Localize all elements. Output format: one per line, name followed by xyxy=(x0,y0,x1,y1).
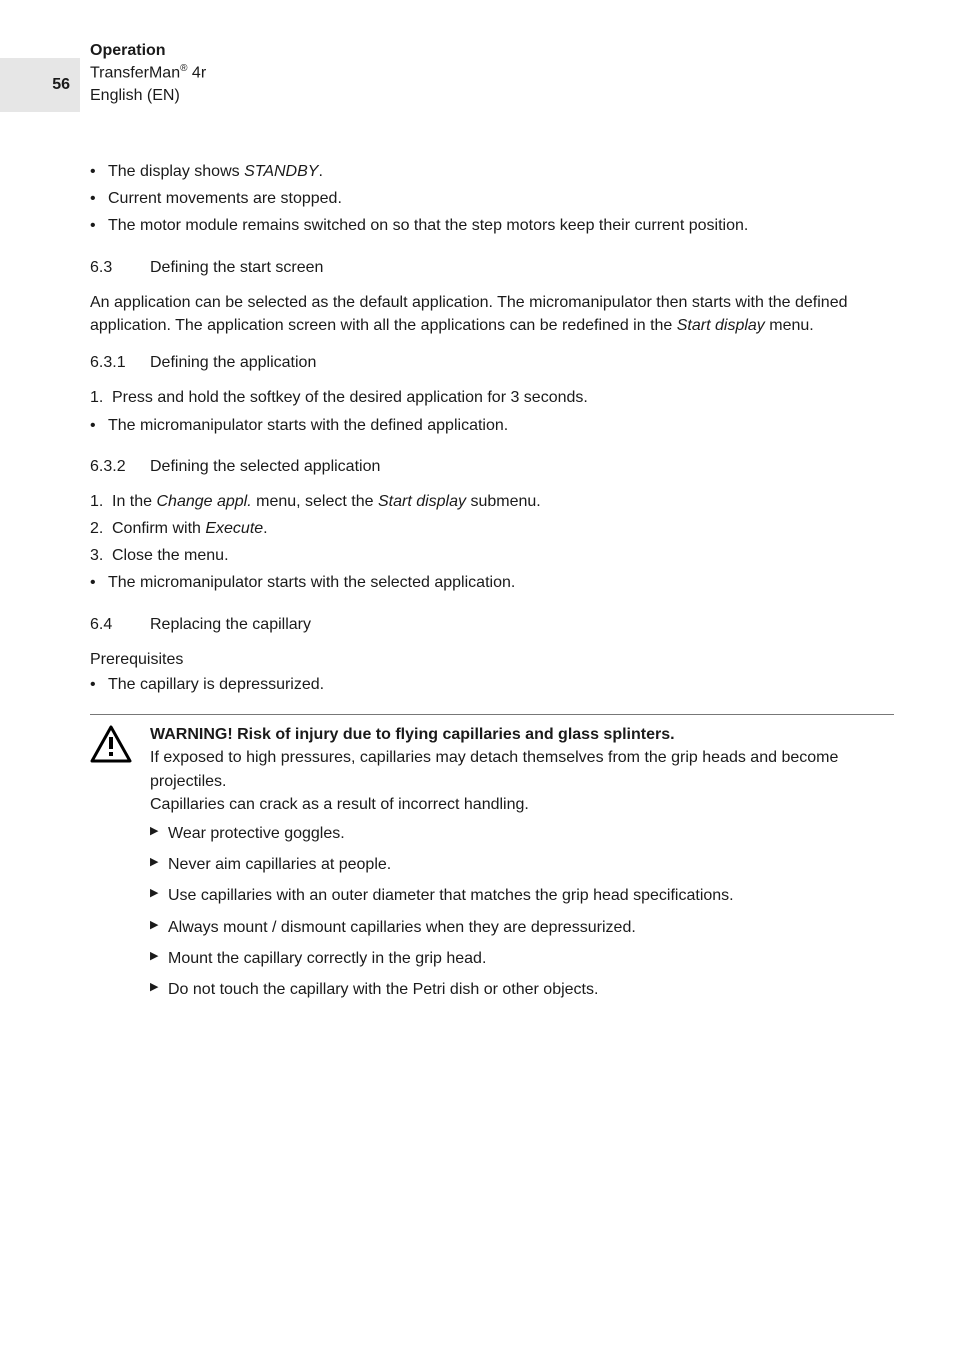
text: Always mount / dismount capillaries when… xyxy=(168,919,636,936)
section-title: Defining the application xyxy=(150,351,316,374)
step-number: 1. xyxy=(90,386,103,409)
section-title: Replacing the capillary xyxy=(150,613,311,636)
section-heading-6-3-2: 6.3.2 Defining the selected application xyxy=(90,455,894,478)
list-item: The micromanipulator starts with the def… xyxy=(90,414,894,437)
text-italic: STANDBY xyxy=(244,163,318,180)
text: The capillary is depressurized. xyxy=(108,676,324,693)
result-list: The micromanipulator starts with the sel… xyxy=(90,571,894,594)
text: Use capillaries with an outer diameter t… xyxy=(168,887,734,904)
section-number: 6.3 xyxy=(90,256,150,279)
text: Confirm with xyxy=(112,520,205,537)
text: Close the menu. xyxy=(112,547,229,564)
text: The micromanipulator starts with the sel… xyxy=(108,574,515,591)
section-title: Defining the selected application xyxy=(150,455,380,478)
list-item: 2. Confirm with Execute. xyxy=(90,517,894,540)
content: The display shows STANDBY. Current movem… xyxy=(0,112,894,1009)
list-item: The motor module remains switched on so … xyxy=(90,214,894,237)
section-number: 6.3.1 xyxy=(90,351,150,374)
warning-list: Wear protective goggles. Never aim capil… xyxy=(150,822,894,1001)
warning-line: If exposed to high pressures, capillarie… xyxy=(150,746,894,792)
list-item: Always mount / dismount capillaries when… xyxy=(150,916,894,939)
text: menu. xyxy=(765,317,814,334)
text: The motor module remains switched on so … xyxy=(108,217,748,234)
prerequisites-list: The capillary is depressurized. xyxy=(90,673,894,696)
warning-line: Capillaries can crack as a result of inc… xyxy=(150,793,894,816)
list-item: 1. In the Change appl. menu, select the S… xyxy=(90,490,894,513)
text: The micromanipulator starts with the def… xyxy=(108,417,508,434)
section-para: An application can be selected as the de… xyxy=(90,291,894,337)
list-item: Wear protective goggles. xyxy=(150,822,894,845)
text-italic: Start display xyxy=(378,493,466,510)
steps-list: 1. In the Change appl. menu, select the S… xyxy=(90,490,894,568)
list-item: Never aim capillaries at people. xyxy=(150,853,894,876)
page: 56 Operation TransferMan® 4r English (EN… xyxy=(0,0,954,1352)
text: . xyxy=(263,520,267,537)
warning-box: WARNING! Risk of injury due to flying ca… xyxy=(90,714,894,1009)
section-heading-6-3: 6.3 Defining the start screen xyxy=(90,256,894,279)
step-number: 3. xyxy=(90,544,103,567)
step-number: 2. xyxy=(90,517,103,540)
warning-body: WARNING! Risk of injury due to flying ca… xyxy=(150,723,894,1009)
text: Current movements are stopped. xyxy=(108,190,342,207)
list-item: 1. Press and hold the softkey of the desi… xyxy=(90,386,894,409)
page-number: 56 xyxy=(0,58,80,112)
text: The display shows xyxy=(108,163,244,180)
text: In the xyxy=(112,493,156,510)
text: submenu. xyxy=(466,493,541,510)
header-product: TransferMan® 4r xyxy=(90,62,206,85)
list-item: Mount the capillary correctly in the gri… xyxy=(150,947,894,970)
text: Wear protective goggles. xyxy=(168,825,345,842)
section-heading-6-3-1: 6.3.1 Defining the application xyxy=(90,351,894,374)
result-list: The micromanipulator starts with the def… xyxy=(90,414,894,437)
list-item: Use capillaries with an outer diameter t… xyxy=(150,884,894,907)
text-italic: Execute xyxy=(205,520,263,537)
text: menu, select the xyxy=(252,493,378,510)
header-text: Operation TransferMan® 4r English (EN) xyxy=(80,40,206,108)
warning-title: WARNING! Risk of injury due to flying ca… xyxy=(150,723,894,746)
text: Never aim capillaries at people. xyxy=(168,856,391,873)
header-title: Operation xyxy=(90,40,206,62)
list-item: The micromanipulator starts with the sel… xyxy=(90,571,894,594)
text: Press and hold the softkey of the desire… xyxy=(112,389,588,406)
warning-icon xyxy=(90,723,136,1009)
list-item: The display shows STANDBY. xyxy=(90,160,894,183)
list-item: 3. Close the menu. xyxy=(90,544,894,567)
text: Do not touch the capillary with the Petr… xyxy=(168,981,598,998)
steps-list: 1. Press and hold the softkey of the desi… xyxy=(90,386,894,409)
page-header: 56 Operation TransferMan® 4r English (EN… xyxy=(0,40,894,112)
section-number: 6.4 xyxy=(90,613,150,636)
header-lang: English (EN) xyxy=(90,85,206,107)
section-title: Defining the start screen xyxy=(150,256,323,279)
text: . xyxy=(318,163,322,180)
step-number: 1. xyxy=(90,490,103,513)
section-number: 6.3.2 xyxy=(90,455,150,478)
list-item: Do not touch the capillary with the Petr… xyxy=(150,978,894,1001)
prerequisites-label: Prerequisites xyxy=(90,648,894,671)
section-heading-6-4: 6.4 Replacing the capillary xyxy=(90,613,894,636)
list-item: Current movements are stopped. xyxy=(90,187,894,210)
text-italic: Change appl. xyxy=(156,493,251,510)
text: Mount the capillary correctly in the gri… xyxy=(168,950,486,967)
intro-list: The display shows STANDBY. Current movem… xyxy=(90,160,894,238)
list-item: The capillary is depressurized. xyxy=(90,673,894,696)
text-italic: Start display xyxy=(677,317,765,334)
